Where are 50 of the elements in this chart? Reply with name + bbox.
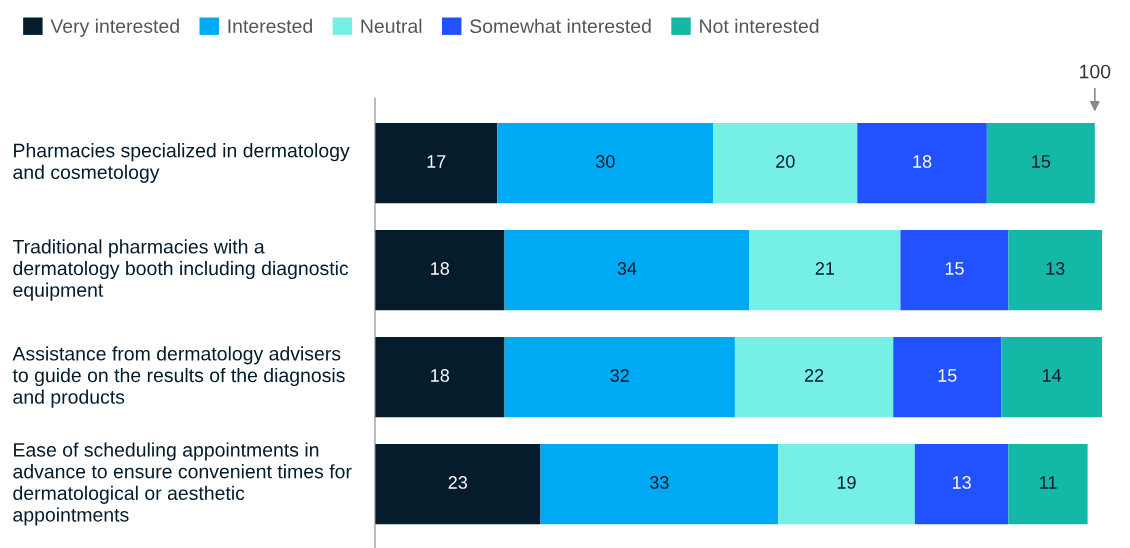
legend-label: Very interested xyxy=(50,18,179,37)
legend-label: Interested xyxy=(228,18,312,34)
data-label: 19 xyxy=(837,476,856,489)
data-label: 32 xyxy=(610,369,629,382)
data-label: 17 xyxy=(427,155,446,168)
data-label: 23 xyxy=(448,476,468,489)
legend-label: Not interested xyxy=(700,18,819,34)
bar xyxy=(375,336,505,418)
bar xyxy=(540,443,779,525)
data-label: 18 xyxy=(913,155,932,168)
data-label: 15 xyxy=(1032,155,1051,168)
y-tick-label: Traditional pharmacies with a dermatology booth including diagnostic equipment xyxy=(12,239,349,301)
bar xyxy=(749,229,901,311)
data-label: 15 xyxy=(945,262,964,275)
bar xyxy=(1001,336,1102,418)
data-label: 20 xyxy=(776,155,795,168)
y-tick-label: Ease of scheduling appointments in advance to ensure convenient times for dermatological or aesthetic appointments xyxy=(13,442,352,526)
annotation: 100 xyxy=(1080,64,1111,79)
y-tick-label: Assistance from dermatology advisers to guide on the results of the diagnosis and products xyxy=(12,346,345,408)
bar xyxy=(504,229,750,311)
bar xyxy=(375,443,541,525)
bar xyxy=(914,443,1009,525)
data-label: 18 xyxy=(431,369,450,382)
data-label: 22 xyxy=(804,369,824,382)
legend-label: Neutral xyxy=(361,18,422,34)
data-label: 18 xyxy=(431,262,450,275)
bar xyxy=(375,122,498,204)
bar xyxy=(734,336,894,418)
data-label: 15 xyxy=(938,369,957,382)
bar xyxy=(497,122,714,204)
bar xyxy=(1008,229,1102,311)
data-label: 13 xyxy=(1046,262,1065,275)
data-label: 33 xyxy=(649,476,669,489)
bar xyxy=(893,336,1002,418)
bar xyxy=(713,122,858,204)
bar xyxy=(375,229,505,311)
data-label: 34 xyxy=(617,262,637,275)
bar xyxy=(857,122,987,204)
data-label: 13 xyxy=(952,476,971,489)
data-label: 11 xyxy=(1040,476,1057,489)
bar xyxy=(900,229,1009,311)
y-tick-label: Pharmacies specialized in dermatology and cosmetology xyxy=(13,143,350,183)
data-label: 21 xyxy=(815,262,835,275)
legend-label: Somewhat interested xyxy=(470,18,651,34)
data-label: 30 xyxy=(595,155,615,168)
bar xyxy=(986,122,1095,204)
bar xyxy=(1008,443,1088,525)
data-label: 14 xyxy=(1042,369,1062,382)
bar xyxy=(778,443,915,525)
bar xyxy=(504,336,735,418)
